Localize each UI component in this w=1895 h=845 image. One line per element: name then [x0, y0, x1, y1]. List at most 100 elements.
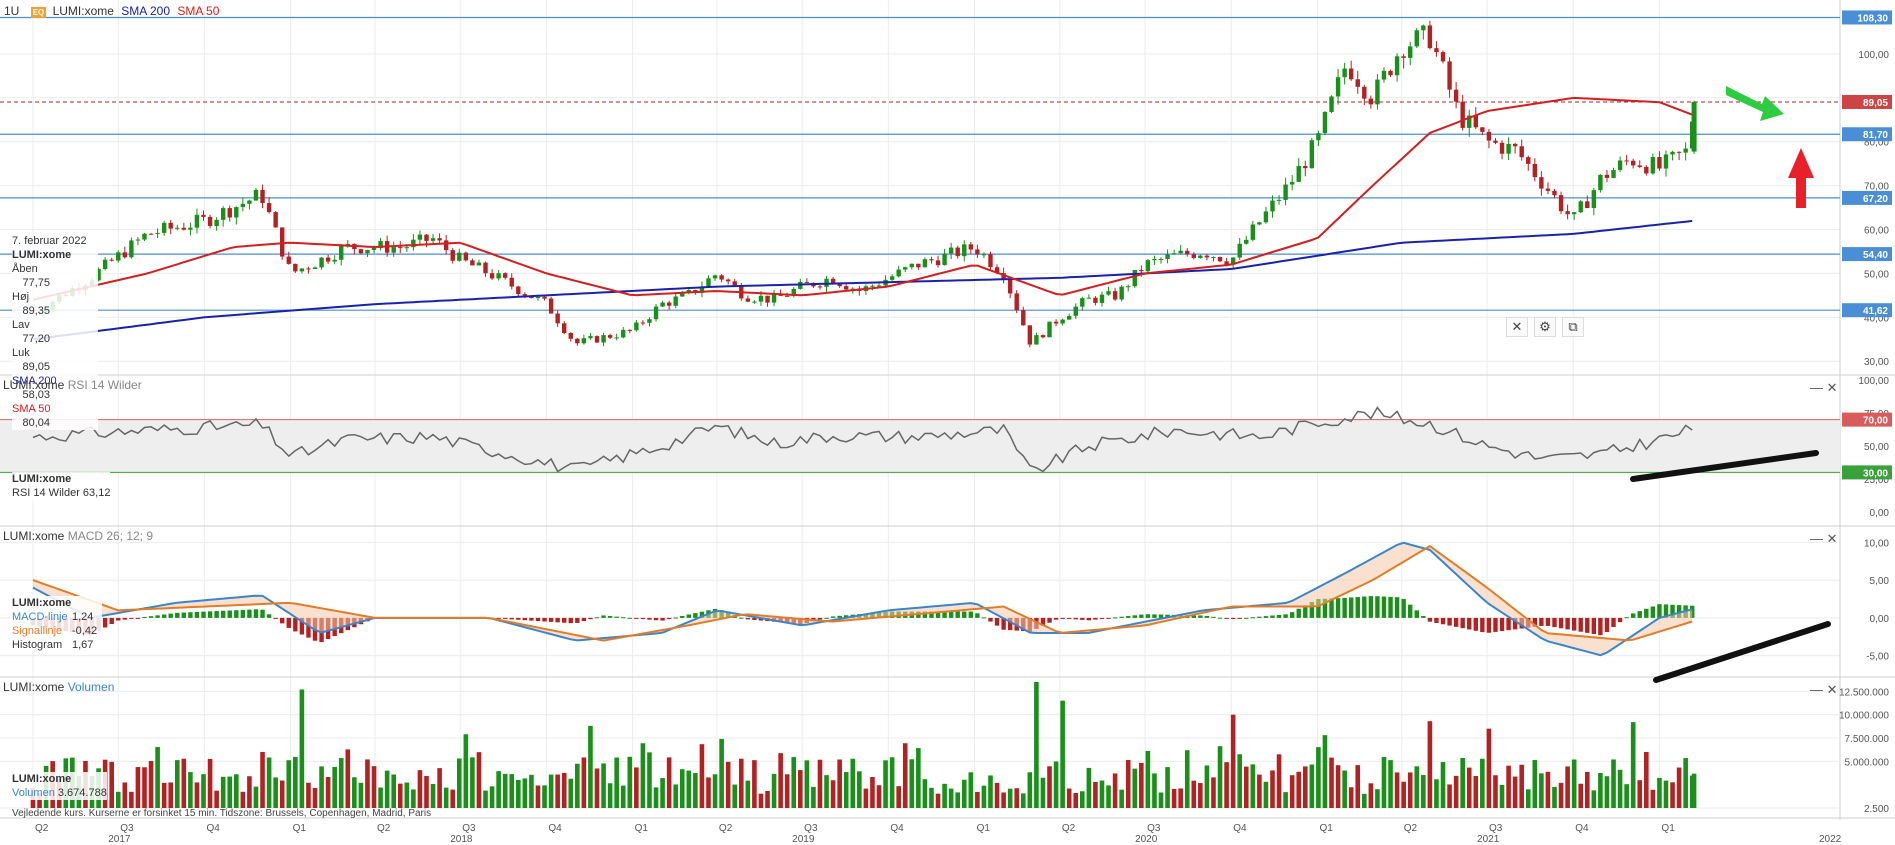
volume-bar: [1440, 762, 1446, 808]
info-row-low: Lav77,20: [12, 319, 50, 345]
level-tag-bg: [1842, 303, 1892, 318]
macd-histogram-bar: [1276, 614, 1282, 618]
volume-bar: [489, 786, 495, 808]
volume-bar: [174, 760, 180, 808]
quarter-label: Q4: [1233, 823, 1247, 834]
quarter-label: Q1: [293, 823, 307, 834]
candle-up: [234, 207, 239, 218]
info-row-sma50: SMA 5080,04: [12, 403, 51, 429]
macd-histogram-bar: [273, 617, 278, 619]
quarter-label: Q1: [635, 823, 649, 834]
candle-down: [398, 247, 403, 249]
candle-up: [1342, 68, 1347, 78]
macd-histogram-bar: [1158, 614, 1164, 618]
macd-histogram-bar: [1676, 605, 1682, 618]
level-tag: 54,40: [1863, 250, 1888, 261]
volume-bar: [1480, 758, 1485, 808]
macd-histogram-bar: [1066, 617, 1072, 619]
candle-down: [502, 273, 508, 278]
volume-bar: [260, 751, 265, 808]
macd-histogram-bar: [1414, 610, 1419, 618]
volume-bar: [411, 789, 416, 808]
volume-bar: [1355, 765, 1361, 808]
macd-histogram-bar: [168, 613, 173, 618]
rsi-level-tag-bg: [1842, 412, 1892, 427]
candle-down: [1217, 256, 1223, 262]
candle-up: [1394, 56, 1400, 76]
candle-up: [1073, 306, 1078, 316]
macd-panel-controls[interactable]: — ✕: [1810, 531, 1838, 546]
macd-histogram-bar: [1421, 616, 1426, 618]
macd-histogram-bar: [1257, 616, 1262, 618]
y-tick-label: 10,00: [1864, 538, 1889, 549]
volume-bar: [181, 758, 187, 808]
macd-histogram-bar: [1604, 617, 1610, 632]
volume-bar: [647, 752, 652, 808]
quarter-label: Q4: [548, 823, 562, 834]
volume-bar: [1683, 758, 1688, 808]
candle-up: [876, 285, 882, 287]
delete-drawing-icon[interactable]: ✕: [1506, 317, 1528, 337]
candle-down: [1624, 160, 1629, 162]
macd-histogram-bar: [1283, 614, 1288, 618]
volume-bar: [634, 767, 639, 808]
macd-histogram-bar: [1040, 617, 1046, 626]
macd-histogram-bar: [752, 617, 757, 620]
volume-bar: [1558, 782, 1564, 808]
volume-bar: [1112, 773, 1118, 808]
level-tag: 67,20: [1863, 194, 1888, 205]
volume-bar: [1676, 767, 1682, 808]
macd-histogram-bar: [594, 617, 600, 619]
macd-line: [32, 541, 1693, 657]
macd-histogram-bar: [962, 611, 967, 618]
year-label: 2017: [108, 834, 131, 845]
sma50-legend[interactable]: SMA 50: [177, 4, 220, 18]
level-tag: 108,30: [1857, 13, 1888, 24]
volume-bar: [1257, 774, 1262, 808]
macd-histogram-bar: [1565, 617, 1570, 630]
candle-down: [640, 322, 646, 324]
volume-bar: [1270, 770, 1275, 808]
candle-down: [542, 296, 547, 299]
candle-up: [653, 306, 659, 320]
candle-up: [142, 233, 147, 240]
quarter-label: Q3: [462, 823, 476, 834]
macd-histogram-bar: [1532, 617, 1538, 627]
macd-histogram-bar: [1126, 616, 1131, 618]
macd-histogram-bar: [1480, 617, 1485, 633]
macd-histogram-bar: [994, 617, 1000, 626]
candle-up: [1578, 201, 1583, 213]
copy-icon[interactable]: ⧉: [1562, 317, 1584, 337]
gear-icon[interactable]: ⚙: [1534, 317, 1556, 337]
period-label[interactable]: 1U: [4, 4, 20, 18]
volume-bar: [1073, 792, 1079, 808]
candle-up: [1257, 222, 1262, 225]
candle-down: [181, 227, 187, 230]
sma200-legend[interactable]: SMA 200: [121, 4, 170, 18]
quarter-label: Q4: [1575, 823, 1589, 834]
y-tick-label: 50,00: [1864, 442, 1889, 453]
candle-down: [266, 203, 272, 213]
candle-up: [1375, 79, 1380, 105]
macd-histogram-bar: [1047, 617, 1052, 623]
candle-down: [1637, 165, 1642, 167]
candle-down: [207, 216, 213, 226]
volume-bar: [699, 744, 705, 808]
candle-up: [404, 247, 410, 249]
year-label: 2021: [1477, 834, 1500, 845]
candle-down: [470, 260, 475, 266]
candle-down: [568, 333, 573, 339]
volume-bar: [1152, 773, 1157, 808]
quarter-label: Q1: [1661, 823, 1675, 834]
volume-bar: [1617, 769, 1623, 808]
rsi-panel-controls[interactable]: — ✕: [1810, 380, 1838, 395]
volume-bar: [948, 788, 954, 808]
volume-bar: [516, 779, 521, 808]
volume-panel-controls[interactable]: — ✕: [1810, 682, 1838, 697]
candle-down: [732, 281, 737, 286]
macd-histogram-bar: [1388, 596, 1393, 618]
volume-bar: [424, 776, 429, 808]
candle-down: [955, 247, 960, 257]
volume-bar: [1040, 777, 1046, 808]
